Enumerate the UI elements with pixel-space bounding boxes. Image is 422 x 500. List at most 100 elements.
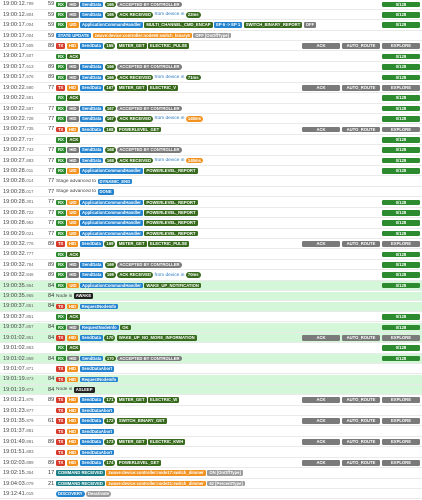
log-row[interactable]: 19:01:02.863 RX ACK 0/128 xyxy=(0,344,422,354)
log-node-id: 77 xyxy=(48,157,55,164)
log-row[interactable]: 19:00:12.799 59 RX HID SendData 165 ACCEPTED B… xyxy=(0,0,422,10)
log-row[interactable]: 19:00:22.581 RX ACK 0/128 xyxy=(0,94,422,104)
log-row[interactable]: 19:00:17.505 89 TX HID SendData 165 METER_GET E… xyxy=(0,42,422,52)
log-row[interactable]: 19:00:27.737 RX ACK 0/128 xyxy=(0,135,422,146)
log-timestamp: 19:01:02.868 xyxy=(3,355,34,362)
log-row[interactable]: 19:00:35.965 84 Node is AWAKE xyxy=(0,291,422,302)
log-row[interactable]: 19:01:23.877 TX HID SendDataAbort xyxy=(0,406,422,417)
log-badge: TX xyxy=(56,376,66,383)
log-row[interactable]: 19:00:28.014 77 Stage advanced to DYNAMIC_E… xyxy=(0,177,422,187)
log-row[interactable]: 19:00:27.735 77 TX HID SendData 168 POWERLEVEL… xyxy=(0,125,422,135)
timestamp-time: 19:01:37 xyxy=(3,428,25,435)
timestamp-ms: 011 xyxy=(26,168,34,174)
log-row[interactable]: 19:00:32.784 89 RX HID SendData 169 ACCEPTED B… xyxy=(0,260,422,271)
timestamp-time: 19:00:37 xyxy=(3,303,25,310)
log-row[interactable]: 19:00:17.004 59 RX UID ApplicationCommandHan… xyxy=(0,21,422,31)
log-content: Stage advanced to DYNAMIC_END xyxy=(56,178,422,185)
status-badge: ACK xyxy=(302,334,340,341)
log-badge: SendData xyxy=(80,1,104,8)
log-row[interactable]: 19:00:17.576 89 RX HID SendData 166 ACK RECEIV… xyxy=(0,73,422,83)
timestamp-time: 19:02:03 xyxy=(3,459,25,466)
log-timestamp: 19:01:07.871 xyxy=(3,365,34,372)
log-badge: ACK RECEIVED xyxy=(117,116,154,122)
log-badge: TX xyxy=(56,43,66,49)
log-timestamp: 19:00:17.505 xyxy=(3,43,34,50)
log-badge: RX xyxy=(56,12,66,18)
status-badge: 0/128 xyxy=(382,230,420,237)
log-badge: 174 xyxy=(104,459,116,466)
timestamp-ms: 354 xyxy=(26,470,34,476)
log-row[interactable]: 19:00:37.851 RX ACK 0/128 xyxy=(0,313,422,323)
log-status-badges: 0/128 xyxy=(382,115,422,124)
timestamp-ms: 873 xyxy=(26,376,34,382)
log-badge: HID xyxy=(67,74,79,81)
timestamp-ms: 952 xyxy=(26,220,34,226)
log-row[interactable]: 19:00:22.728 77 RX HID SendData 167 ACK RECEIV… xyxy=(0,115,422,125)
log-badge: RX xyxy=(56,157,66,164)
log-row[interactable]: 19:04:03.079 21 COMMAND RECEIVED zwave:devi… xyxy=(0,479,422,489)
log-row[interactable]: 19:00:35.964 84 RX UID ApplicationCommandHan… xyxy=(0,281,422,292)
log-badge: RX xyxy=(56,74,66,81)
log-row[interactable]: 19:00:37.851 84 TX HID RequestNodeInfo xyxy=(0,302,422,312)
log-timestamp: 19:00:28.952 xyxy=(3,220,34,227)
timestamp-time: 19:02:15 xyxy=(3,470,25,477)
timestamp-time: 19:00:22 xyxy=(3,95,25,102)
log-badge: RX xyxy=(56,209,66,216)
log-row[interactable]: 19:01:37.881 TX HID SendDataAbort xyxy=(0,427,422,437)
log-row[interactable]: 19:00:17.513 89 RX HID SendData 166 ACCEPTED B… xyxy=(0,63,422,73)
log-row[interactable]: 19:02:03.889 89 TX HID SendData 174 POWERLEVEL… xyxy=(0,458,422,469)
timestamp-time: 19:00:17 xyxy=(3,74,25,81)
log-badge: UID xyxy=(67,22,79,29)
log-row[interactable]: 19:01:49.881 89 TX HID SendData 173 METER_GET E… xyxy=(0,438,422,448)
log-row[interactable]: 19:01:07.871 TX HID SendDataAbort xyxy=(0,365,422,375)
log-row[interactable]: 19:12:41.015 DISCOVERY Deactivate xyxy=(0,490,422,500)
log-row[interactable]: 19:00:17.004 59 STATE UPDATE zwave:device:c… xyxy=(0,31,422,42)
log-row[interactable]: 19:01:02.861 84 TX HID SendData 170 WAKE_UP_NO… xyxy=(0,333,422,344)
log-node-id: 77 xyxy=(48,84,55,91)
log-row[interactable]: 19:01:35.879 61 TX HID SendData 172 SWITCH_BIN… xyxy=(0,417,422,427)
log-timestamp: 19:00:37.857 xyxy=(3,324,34,331)
log-row[interactable]: 19:01:19.873 84 TX HID RequestNodeInfo xyxy=(0,375,422,385)
log-row[interactable]: 19:00:28.301 77 RX UID ApplicationCommandHan… xyxy=(0,198,422,208)
log-badge: ACK xyxy=(67,345,81,351)
log-row[interactable]: 19:00:28.952 77 RX UID ApplicationCommandHan… xyxy=(0,219,422,229)
log-badge: HID xyxy=(66,241,79,247)
log-row[interactable]: 19:01:51.883 TX HID SendDataAbort xyxy=(0,448,422,458)
log-timestamp: 19:00:27.883 xyxy=(3,157,34,164)
log-text: from device in xyxy=(154,158,185,164)
log-row[interactable]: 19:00:29.021 77 RX UID ApplicationCommandHan… xyxy=(0,229,422,239)
timestamp-ms: 799 xyxy=(26,1,34,7)
log-badge: HID xyxy=(67,355,79,362)
log-row[interactable]: 19:00:32.776 89 TX HID SendData 169 METER_GET E… xyxy=(0,240,422,250)
log-row[interactable]: 19:00:32.777 RX ACK 0/128 xyxy=(0,250,422,260)
log-row[interactable]: 19:01:19.873 84 Node is ASLEEP xyxy=(0,385,422,396)
status-badge: 0/128 xyxy=(382,199,420,206)
log-row[interactable]: 19:00:17.507 RX ACK 0/128 xyxy=(0,52,422,62)
log-row[interactable]: 19:00:12.804 59 RX HID SendData 165 ACK RECEIV… xyxy=(0,10,422,21)
log-row[interactable]: 19:00:27.883 77 RX HID SendData 168 ACK RECEIV… xyxy=(0,156,422,167)
log-row[interactable]: 19:00:28.011 77 RX UID ApplicationCommandHan… xyxy=(0,167,422,177)
timestamp-time: 19:00:27 xyxy=(3,147,25,154)
log-row[interactable]: 19:00:32.846 89 RX HID SendData 169 ACK RECEIV… xyxy=(0,271,422,281)
log-timestamp: 19:01:19.873 xyxy=(3,376,34,383)
log-row[interactable]: 19:00:28.017 77 Stage advanced to DONE xyxy=(0,188,422,198)
timestamp-time: 19:01:23 xyxy=(3,407,25,414)
log-row[interactable]: 19:00:28.722 77 RX UID ApplicationCommandHan… xyxy=(0,208,422,219)
log-badge: RX xyxy=(56,282,66,289)
log-node-id: 77 xyxy=(48,178,55,185)
log-row[interactable]: 19:00:37.857 84 RX HID RequestNodeInfo OK 0/12… xyxy=(0,322,422,333)
log-badge: COMMAND RECEIVED xyxy=(56,470,105,476)
log-badge: UID xyxy=(67,230,79,237)
timestamp-ms: 881 xyxy=(26,428,34,434)
log-badge: 148ms xyxy=(185,157,203,164)
timestamp-ms: 079 xyxy=(26,480,34,486)
log-text: from device in xyxy=(154,272,185,278)
log-row[interactable]: 19:00:22.580 77 TX HID SendData 167 METER_GET E… xyxy=(0,83,422,94)
log-row[interactable]: 19:02:15.354 17 COMMAND RECEIVED zwave:devi… xyxy=(0,469,422,479)
status-badge: 0/128 xyxy=(382,282,420,289)
log-row[interactable]: 19:00:22.587 77 RX HID SendData 167 ACCEPTED B… xyxy=(0,104,422,114)
log-row[interactable]: 19:01:02.868 84 RX HID SendData 170 ACCEPTED B… xyxy=(0,354,422,364)
log-badge: MULTI_CHANNEL_CMD_ENCAP xyxy=(144,22,213,29)
log-row[interactable]: 19:00:27.743 77 RX HID SendData 168 ACCEPTED B… xyxy=(0,146,422,156)
log-row[interactable]: 19:01:21.876 89 TX HID SendData 171 METER_GET E… xyxy=(0,396,422,406)
